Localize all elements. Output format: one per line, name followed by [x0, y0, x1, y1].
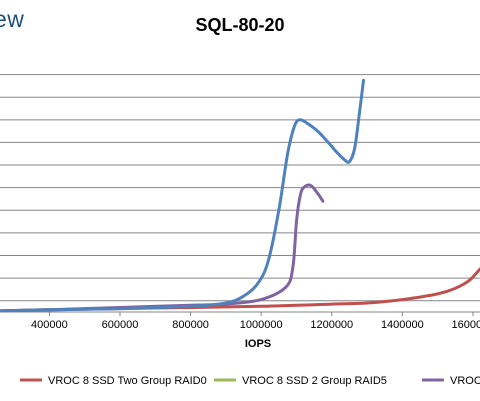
series-line-0	[0, 267, 480, 313]
x-axis-label: IOPS	[245, 338, 271, 350]
legend-label-0: VROC 8 SSD Two Group RAID0	[48, 375, 207, 387]
series-lines	[0, 78, 480, 313]
x-tick-label-3: 1000000	[240, 319, 283, 331]
x-tick-label-4: 1200000	[310, 319, 353, 331]
chart-title: SQL-80-20	[195, 15, 285, 35]
series-line-3	[0, 78, 365, 313]
x-tick-label-6: 1600000	[452, 319, 480, 331]
legend-label-2: VROC	[450, 375, 480, 387]
brand-logo: ew	[0, 6, 25, 32]
legend: VROC 8 SSD Two Group RAID0 VROC 8 SSD 2 G…	[20, 375, 480, 387]
x-tick-labels: 400000 600000 800000 1000000 1200000 1400000 1…	[31, 312, 480, 331]
gridlines	[0, 74, 480, 302]
x-tick-label-0: 400000	[31, 319, 68, 331]
legend-label-1: VROC 8 SSD 2 Group RAID5	[242, 375, 387, 387]
x-tick-label-1: 600000	[102, 319, 139, 331]
x-tick-label-2: 800000	[172, 319, 209, 331]
series-line-2	[0, 183, 325, 313]
x-tick-label-5: 1400000	[381, 319, 424, 331]
